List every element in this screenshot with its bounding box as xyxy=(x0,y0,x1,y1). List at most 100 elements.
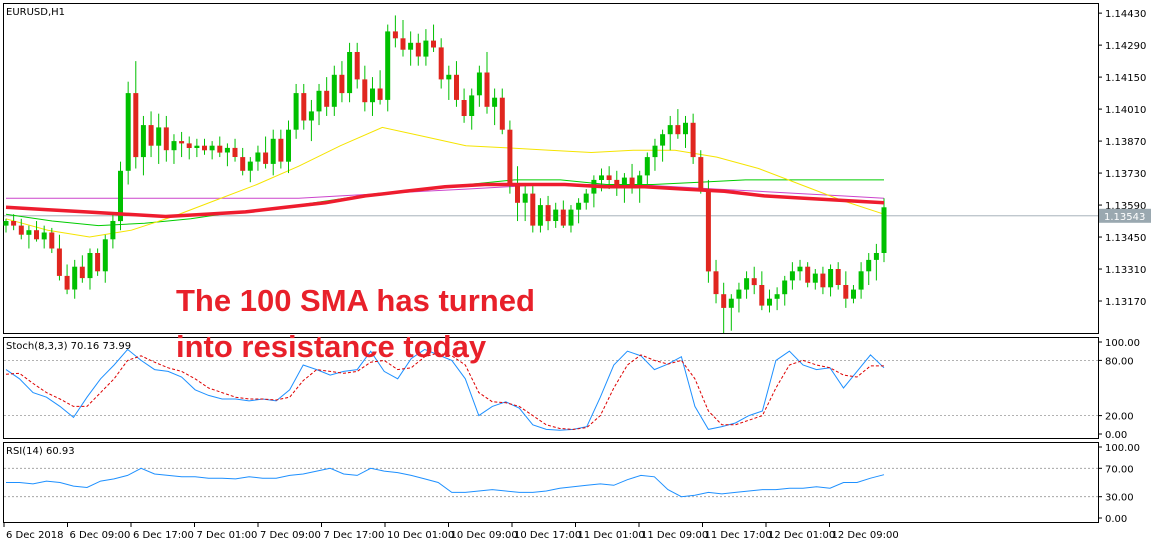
candle-body xyxy=(851,289,856,299)
candle xyxy=(217,136,223,158)
candle-body xyxy=(690,122,696,158)
candle xyxy=(553,202,559,228)
candle-body xyxy=(644,157,650,176)
price-tick-label: 1.13450 xyxy=(1105,233,1146,244)
price-tick-label: 1.14150 xyxy=(1105,73,1146,84)
candle-body xyxy=(675,125,681,135)
time-tick-label: 7 Dec 09:00 xyxy=(260,530,321,541)
price-tick-label: 1.14290 xyxy=(1105,41,1146,52)
indicator-tick-label: 0.00 xyxy=(1105,430,1127,441)
candle xyxy=(11,214,17,231)
candle-body xyxy=(286,129,291,162)
candle xyxy=(331,65,337,116)
candle xyxy=(675,109,681,139)
candle-body xyxy=(18,225,24,235)
annotation-line-2: into resistance today xyxy=(176,329,487,364)
time-tick-label: 6 Dec 17:00 xyxy=(133,530,194,541)
price-tick-label: 1.13590 xyxy=(1105,201,1146,212)
candle xyxy=(690,113,696,164)
time-tick-label: 10 Dec 09:00 xyxy=(451,530,518,541)
candle xyxy=(41,225,47,249)
candle-body xyxy=(26,230,32,235)
candle-body xyxy=(186,143,192,148)
candle-body xyxy=(683,122,688,135)
rsi-title: RSI(14) 60.93 xyxy=(6,446,75,457)
candle-body xyxy=(789,271,795,281)
candle xyxy=(515,166,520,222)
candle-body xyxy=(34,230,39,240)
main-pane xyxy=(3,3,1099,334)
candle xyxy=(492,88,498,126)
stoch-signal-line xyxy=(5,352,884,430)
rsi-pane xyxy=(3,442,1099,523)
candle xyxy=(644,152,650,185)
candle-body xyxy=(713,271,719,295)
candle xyxy=(507,120,513,194)
candle xyxy=(843,271,849,308)
candle xyxy=(293,83,299,139)
candle-body xyxy=(308,111,314,121)
candle-body xyxy=(232,147,238,157)
candle-body xyxy=(41,232,47,240)
candle xyxy=(476,65,482,107)
candle-body xyxy=(652,145,658,158)
candle xyxy=(767,289,772,313)
candle xyxy=(255,145,261,171)
time-tick-label: 12 Dec 01:00 xyxy=(768,530,835,541)
candle xyxy=(560,200,566,228)
candle-body xyxy=(805,266,811,283)
candle xyxy=(446,65,452,100)
candle xyxy=(408,31,414,66)
stoch-main-line xyxy=(5,348,885,431)
candle-body xyxy=(461,100,467,116)
candle xyxy=(202,138,207,155)
candle xyxy=(820,266,826,295)
candle xyxy=(56,234,62,281)
time-tick-label: 11 Dec 01:00 xyxy=(578,530,645,541)
candle-body xyxy=(163,127,169,151)
candle-body xyxy=(545,205,551,222)
candle-body xyxy=(484,72,490,107)
candle-body xyxy=(583,193,589,203)
candle-body xyxy=(560,209,566,226)
candle-body xyxy=(72,266,78,290)
candle-body xyxy=(118,170,123,222)
candle xyxy=(125,81,131,185)
candle-body xyxy=(629,177,635,187)
candle xyxy=(736,282,742,313)
candle-body xyxy=(843,285,849,299)
candle-body xyxy=(476,72,482,96)
candle-body xyxy=(171,141,177,151)
candle-body xyxy=(553,209,559,221)
candle xyxy=(713,259,719,304)
candle-body xyxy=(515,184,520,203)
candle xyxy=(270,129,276,176)
candle xyxy=(499,88,505,135)
candle xyxy=(660,129,666,162)
candle xyxy=(209,141,215,160)
sma-magenta-line xyxy=(6,184,885,199)
candle xyxy=(759,271,765,311)
price-tick-label: 1.13730 xyxy=(1105,169,1146,180)
candle xyxy=(26,225,32,249)
candle-body xyxy=(881,207,887,253)
candle xyxy=(308,99,314,142)
candle xyxy=(110,214,116,249)
candle xyxy=(576,198,582,224)
candle-body xyxy=(698,157,704,190)
candle xyxy=(866,253,872,286)
candle xyxy=(362,65,368,112)
rsi-plot xyxy=(4,467,1098,498)
indicator-tick-label: 100.00 xyxy=(1105,443,1140,454)
candle-body xyxy=(469,95,475,116)
candle-body xyxy=(507,129,513,185)
candle-body xyxy=(530,193,536,226)
candle xyxy=(3,218,9,233)
candle-body xyxy=(522,193,528,203)
candle-body xyxy=(568,209,574,226)
candle-body xyxy=(202,145,207,151)
candle xyxy=(751,266,757,295)
indicator-tick-label: 30.00 xyxy=(1105,493,1134,504)
candle xyxy=(438,38,444,89)
